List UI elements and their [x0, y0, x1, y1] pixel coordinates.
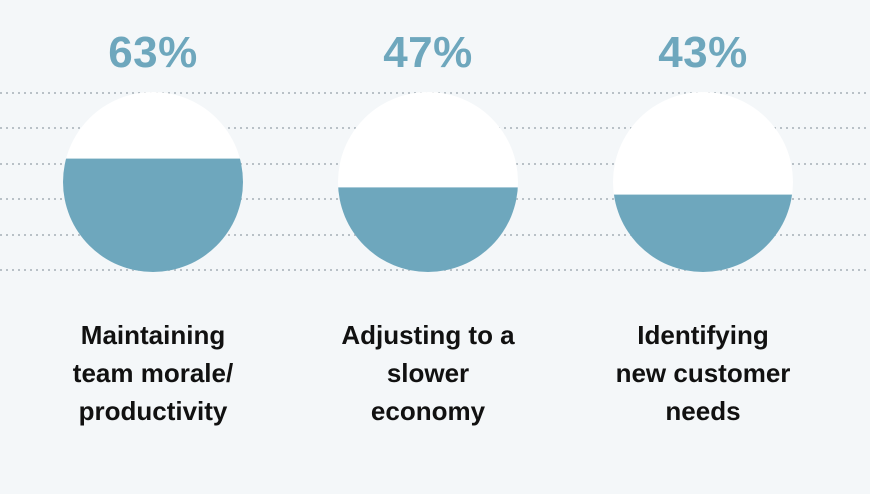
fill-circle-1: [63, 92, 243, 272]
category-label-line: slower: [386, 358, 470, 388]
category-label-line: needs: [665, 396, 741, 426]
category-label-2: Adjusting to a slower economy: [308, 316, 548, 430]
category-label-1: Maintaining team morale/productivity: [33, 316, 273, 430]
circle-fill-3: [613, 194, 793, 272]
category-label-3: Identifying new customer needs: [583, 316, 823, 430]
category-label-line: economy: [370, 396, 486, 426]
circle-fill-2: [338, 187, 518, 272]
circle-marks: [63, 92, 793, 272]
category-label-line: new customer: [615, 358, 791, 388]
percent-label-1: 63%: [108, 28, 198, 77]
category-label-line: team morale/: [72, 358, 234, 388]
category-label-line: Maintaining: [80, 320, 226, 350]
fill-circle-2: [338, 92, 518, 272]
category-label-line: productivity: [78, 396, 228, 426]
fill-circle-3: [613, 92, 793, 272]
percent-label-2: 47%: [383, 28, 473, 77]
circle-fill-1: [63, 158, 243, 272]
percent-label-3: 43%: [658, 28, 748, 77]
category-label-line: Identifying: [637, 320, 769, 350]
category-label-line: Adjusting to a: [341, 320, 515, 350]
